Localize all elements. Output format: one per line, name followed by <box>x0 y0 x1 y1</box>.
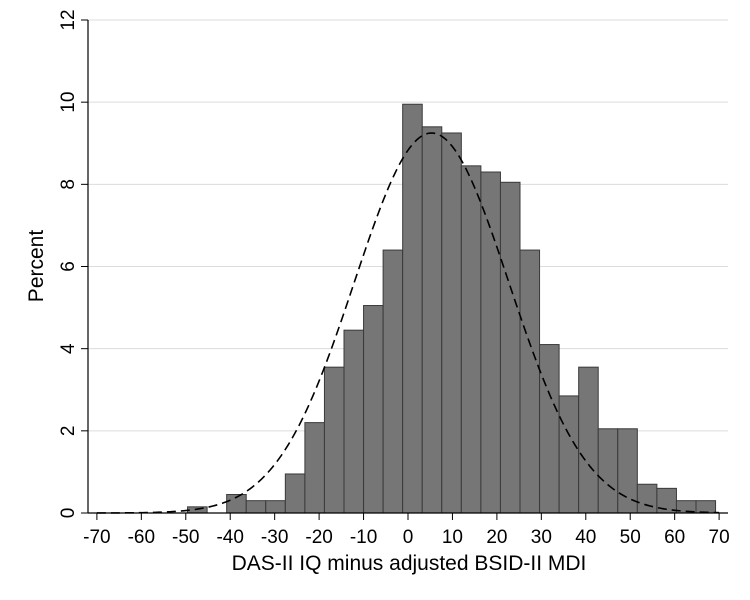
histogram-bar <box>421 126 443 514</box>
normal-density-curve <box>96 132 720 514</box>
histogram-bar <box>636 483 658 514</box>
histogram-bar <box>558 395 580 514</box>
histogram-bar <box>519 249 541 514</box>
histogram-bar <box>597 428 619 514</box>
histogram-bar <box>402 103 423 514</box>
x-tick-label: 0 <box>403 527 414 548</box>
histogram-bar <box>363 305 384 514</box>
x-tick-label: -70 <box>83 527 110 548</box>
histogram-bar <box>304 422 325 514</box>
y-axis-title: Percent <box>25 230 48 303</box>
y-tick-label: 2 <box>58 426 79 437</box>
y-tick-label: 4 <box>58 343 79 354</box>
y-tick-label: 0 <box>58 508 79 519</box>
y-tick-label: 12 <box>58 9 79 30</box>
histogram-bar <box>323 366 345 514</box>
histogram-bars <box>187 103 717 514</box>
histogram-bar <box>265 500 286 514</box>
x-tick-label: -60 <box>128 527 155 548</box>
y-tick-label: 6 <box>58 261 79 272</box>
histogram-bar <box>245 500 267 514</box>
x-tick-label: -30 <box>261 527 288 548</box>
x-tick-label: 60 <box>664 527 685 548</box>
histogram-bar <box>343 329 365 514</box>
y-tick-label: 10 <box>58 92 79 113</box>
histogram-bar <box>499 181 521 514</box>
x-axis-ticks: -70 -60 -50 -40 -30 -20 -10 0 10 20 30 40 50 60 70 <box>83 513 730 548</box>
histogram-bar <box>480 171 501 514</box>
x-tick-label: -10 <box>350 527 377 548</box>
histogram-bar <box>284 473 306 514</box>
y-tick-label: 8 <box>58 179 79 190</box>
x-tick-label: 10 <box>442 527 463 548</box>
histogram-bar <box>578 366 599 514</box>
x-tick-label: 50 <box>620 527 641 548</box>
x-axis-title: DAS-II IQ minus adjusted BSID-II MDI <box>232 552 587 575</box>
x-tick-label: 70 <box>709 527 730 548</box>
x-tick-label: 40 <box>575 527 596 548</box>
x-tick-label: -40 <box>216 527 243 548</box>
histogram-bar <box>695 500 717 514</box>
histogram-bar <box>539 344 560 514</box>
x-tick-label: 30 <box>531 527 552 548</box>
x-tick-label: 20 <box>486 527 507 548</box>
histogram-bar <box>382 249 404 514</box>
x-tick-label: -20 <box>305 527 332 548</box>
histogram-bar <box>441 132 462 514</box>
x-tick-label: -50 <box>172 527 199 548</box>
histogram-bar <box>460 165 482 514</box>
y-axis-ticks: 0 2 4 6 8 10 12 <box>58 9 88 518</box>
